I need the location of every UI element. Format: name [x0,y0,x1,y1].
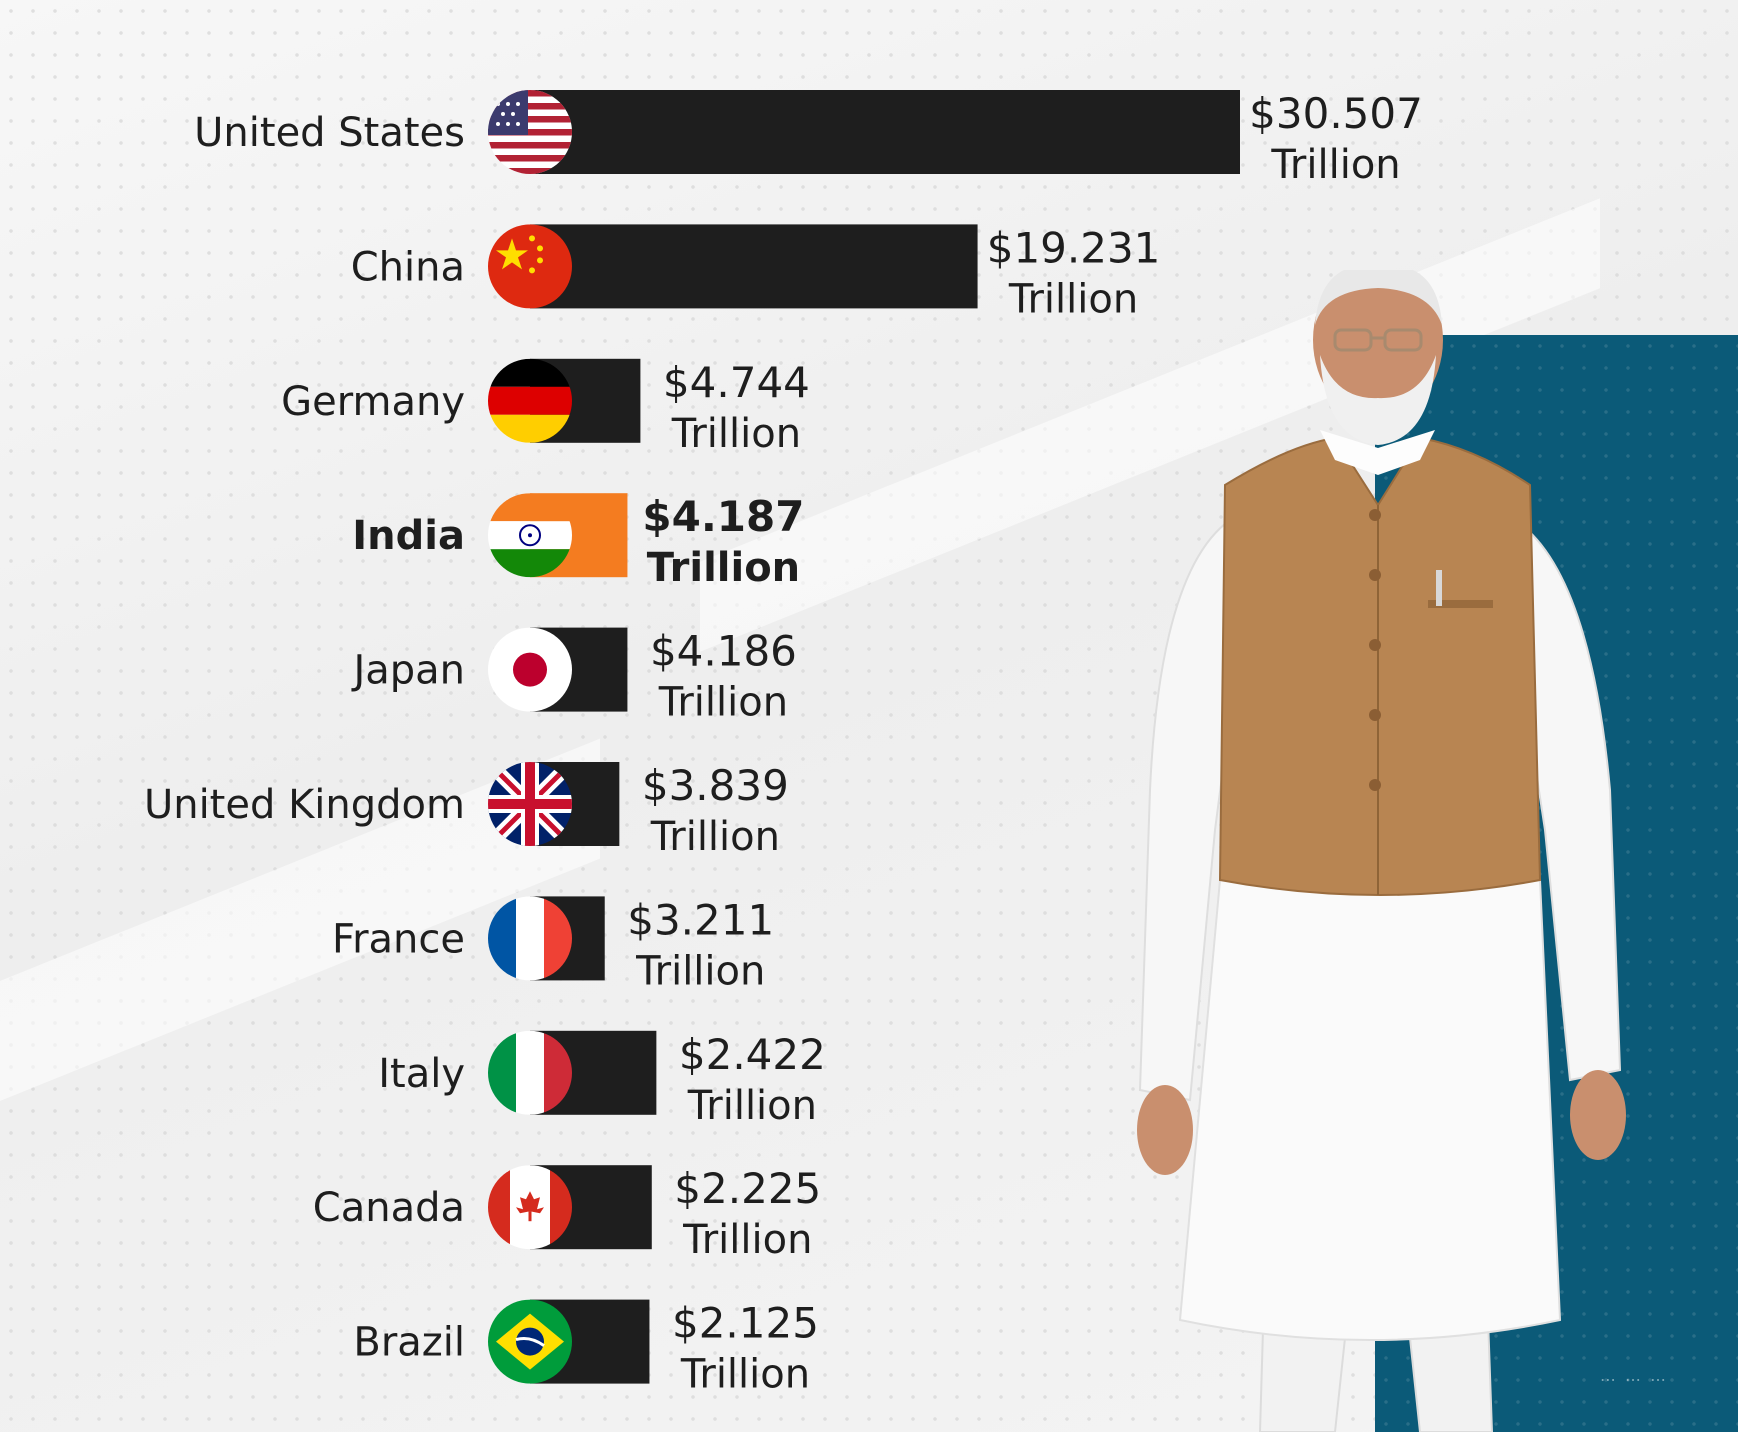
country-label: France [332,916,465,962]
germany-flag-icon [488,358,572,443]
france-flag-icon [488,896,572,981]
value-label: $3.839 [642,761,789,810]
country-label: China [351,244,465,290]
country-label: United States [194,110,465,156]
country-label: India [352,513,465,559]
canada-flag-icon [488,1165,572,1250]
value-label: $2.125 [672,1299,819,1348]
bar [530,224,978,309]
brazil-flag-icon [488,1299,572,1384]
country-label: Italy [378,1051,465,1097]
watermark: ⋯ ⋯ ⋯ [1600,1370,1669,1389]
unit-label: Trillion [1008,276,1138,322]
china-flag-icon [488,224,572,309]
person-photo [1137,270,1626,1432]
country-label: Brazil [353,1320,465,1366]
unit-label: Trillion [658,680,788,726]
value-label: $4.186 [650,627,797,676]
value-label: $2.225 [674,1164,821,1213]
us-flag-icon [488,90,572,174]
unit-label: Trillion [680,1352,810,1398]
country-label: United Kingdom [144,782,465,828]
value-label: $2.422 [679,1030,826,1079]
country-label: Canada [313,1185,465,1231]
italy-flag-icon [488,1030,572,1115]
value-label: $4.744 [663,358,810,407]
unit-label: Trillion [650,814,780,860]
unit-label: Trillion [635,948,765,994]
unit-label: Trillion [647,545,800,591]
value-label: $3.211 [627,895,774,944]
unit-label: Trillion [682,1217,812,1263]
value-label: $30.507 [1249,89,1423,138]
bar [530,90,1240,174]
uk-flag-icon [488,762,572,846]
country-label: Germany [281,379,465,425]
value-label: $19.231 [987,223,1161,272]
india-flag-icon [488,493,572,578]
unit-label: Trillion [687,1083,817,1129]
unit-label: Trillion [1270,142,1400,188]
japan-flag-icon [488,627,572,712]
unit-label: Trillion [671,411,801,457]
country-label: Japan [350,648,465,694]
value-label: $4.187 [642,492,804,541]
